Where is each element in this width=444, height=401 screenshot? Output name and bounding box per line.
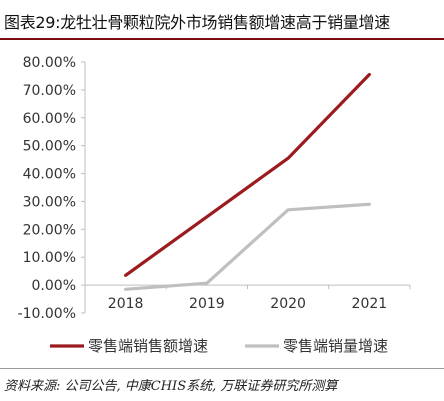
y-tick-label: 80.00% [23, 55, 76, 71]
figure-title: 图表29:龙牡壮骨颗粒院外市场销售额增速高于销量增速 [4, 13, 390, 32]
y-tick-label: 10.00% [23, 250, 76, 266]
x-tick-label: 2020 [270, 296, 306, 312]
x-tick-label: 2021 [352, 296, 388, 312]
series-line-2 [124, 202, 371, 291]
y-tick-label: 60.00% [23, 111, 76, 127]
y-tick-label: 20.00% [23, 222, 76, 238]
series-line-1 [124, 72, 371, 277]
y-tick-label: 40.00% [23, 167, 76, 183]
legend-label: 零售端销量增速 [283, 337, 388, 355]
source-note: 资料来源: 公司公告, 中康CHIS系统, 万联证券研究所测算 [4, 379, 338, 394]
line-chart: -10.00% 0.00% 10.00% 20.00% 30.00% 40.00% 50.0… [18, 55, 411, 355]
chart-area: -10.00% 0.00% 10.00% 20.00% 30.00% 40.00% 50.0… [0, 40, 444, 365]
y-tick-label: 0.00% [32, 278, 76, 294]
y-tick-label: -10.00% [18, 306, 76, 322]
figure-title-bar: 图表29:龙牡壮骨颗粒院外市场销售额增速高于销量增速 [0, 0, 444, 40]
bottom-divider [0, 368, 444, 369]
y-tick-label: 50.00% [23, 139, 76, 155]
x-tick-label: 2018 [108, 296, 144, 312]
y-tick-label: 70.00% [23, 83, 76, 99]
x-tick-label: 2019 [189, 296, 225, 312]
y-tick-label: 30.00% [23, 194, 76, 210]
legend-label: 零售端销售额增速 [88, 337, 208, 355]
